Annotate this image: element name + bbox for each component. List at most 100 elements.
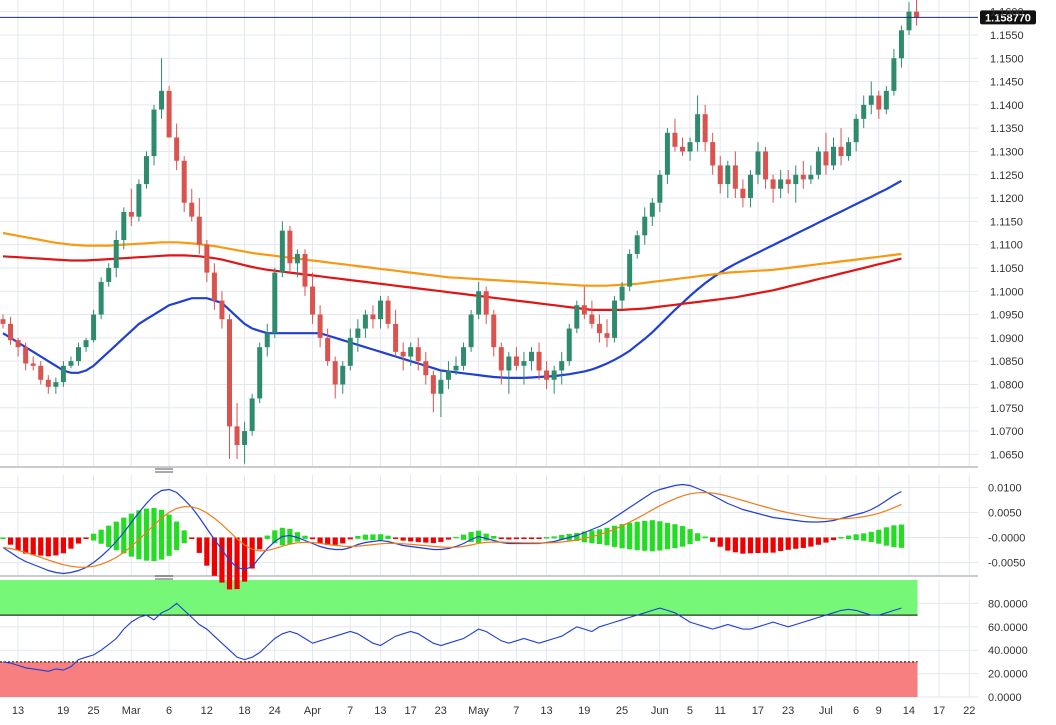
candle (747, 170, 753, 208)
macd-histogram-bar (611, 525, 618, 547)
price-y-axis[interactable]: 1.1600 1.1550 1.1500 1.1450 1.1400 1.1350 1.13… (990, 7, 1024, 462)
macd-histogram-bar (91, 533, 97, 541)
candle-body (438, 379, 444, 394)
candle-body (566, 328, 572, 362)
candle (317, 305, 323, 348)
candle (657, 170, 663, 213)
candle-body (362, 314, 368, 329)
candle (612, 295, 618, 343)
y-tick-label: 1.1300 (990, 146, 1024, 158)
macd-histogram-bar (634, 521, 640, 551)
macd-histogram-bar (793, 537, 799, 549)
candle-body (861, 104, 867, 119)
candle (506, 351, 512, 394)
x-tick-label: 9 (876, 705, 882, 717)
candle (60, 361, 66, 387)
candle-body (227, 319, 232, 427)
resize-handle-price-macd[interactable] (155, 468, 173, 473)
panel-divider-price-macd[interactable] (0, 466, 978, 468)
candle (544, 361, 550, 390)
y-tick-label: 1.1000 (990, 286, 1024, 298)
macd-histogram-bar (710, 537, 716, 542)
candle-body (415, 347, 421, 362)
x-tick-label: 19 (578, 705, 590, 717)
candle-body (264, 333, 270, 348)
candle-body (551, 370, 557, 380)
candle (302, 249, 308, 296)
candle-body (430, 375, 436, 394)
x-tick-label: 18 (238, 705, 250, 717)
candle (770, 174, 776, 203)
macd-histogram-bar (491, 536, 497, 539)
candle (604, 319, 610, 348)
macd-histogram-bar (423, 537, 429, 543)
macd-histogram-bar (68, 537, 74, 549)
x-tick-label: May (468, 705, 489, 717)
candle-body (272, 272, 278, 334)
candle-body (408, 347, 414, 357)
resize-handle-macd-rsi[interactable] (155, 575, 173, 580)
x-axis[interactable]: 13 19 25 Mar 6 12 18 24 Apr 7 13 17 23 May 7 13 19 25 Jun 5… (12, 705, 976, 717)
macd-histogram-bar (528, 537, 535, 539)
candle-body (189, 202, 195, 217)
x-tick-label: 11 (714, 705, 725, 717)
candle-body (883, 90, 889, 110)
candle-body (612, 300, 618, 338)
moving-averages (2, 179, 902, 379)
candle-body (204, 244, 210, 273)
macd-histogram-bar (408, 537, 414, 542)
candle (287, 226, 293, 273)
candle (800, 160, 806, 189)
candle (574, 300, 580, 334)
candle (785, 170, 791, 194)
candle-body (793, 174, 799, 185)
macd-histogram-bar (898, 524, 905, 548)
current-price-tag[interactable]: 1.158770 (980, 10, 1036, 25)
candle-body (15, 340, 21, 348)
macd-histogram-bar (762, 537, 769, 553)
candle-body (453, 365, 459, 371)
macd-histogram-bar (219, 537, 225, 583)
candle (619, 281, 625, 310)
price-panel[interactable] (0, 0, 978, 465)
macd-histogram-bar (672, 524, 678, 549)
macd-histogram-bar (649, 520, 655, 552)
candle (468, 309, 474, 352)
panel-divider-macd-rsi[interactable] (0, 575, 978, 577)
macd-histogram-bar (445, 537, 452, 540)
candle (400, 342, 406, 371)
macd-histogram-bar (657, 521, 663, 551)
macd-histogram-bar (604, 527, 610, 546)
candle (649, 198, 655, 227)
y-tick-label: 20.0000 (988, 669, 1028, 681)
macd-histogram-bar (317, 537, 323, 544)
macd-histogram-bar (778, 537, 784, 552)
macd-histogram-bar (430, 537, 436, 544)
candle-body (695, 114, 701, 143)
candle-body (823, 151, 829, 166)
candle (98, 277, 104, 320)
candle (0, 314, 6, 329)
candle-body (634, 235, 640, 254)
y-tick-label: 1.0950 (990, 310, 1024, 322)
y-tick-label: 40.0000 (988, 645, 1028, 657)
candle-body (370, 314, 376, 320)
macd-histogram-bar (725, 537, 731, 551)
candle-body (234, 426, 240, 446)
candle-body (121, 212, 127, 240)
macd-histogram-bar (302, 535, 308, 539)
candle-body (483, 291, 489, 315)
macd-y-axis[interactable]: 0.0100 0.0050 -0.0000 -0.0050 (988, 483, 1025, 570)
candle (204, 239, 210, 282)
rsi-y-axis[interactable]: 80.0000 60.0000 40.0000 20.0000 0.0000 (988, 598, 1028, 704)
candle-body (506, 356, 512, 371)
macd-histogram-bar (627, 522, 633, 550)
macd-histogram-bar (498, 537, 504, 539)
candle-body (853, 118, 859, 143)
macd-histogram-bar (695, 533, 701, 541)
candle-body (831, 146, 836, 166)
candle (846, 137, 852, 161)
macd-histogram-bar (136, 510, 142, 560)
candle (664, 128, 670, 185)
candle (234, 403, 240, 460)
